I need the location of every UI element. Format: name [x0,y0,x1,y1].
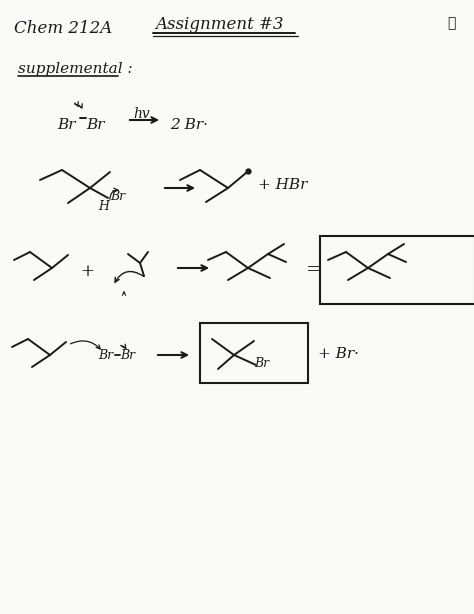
Text: + HBr: + HBr [258,178,307,192]
Text: supplemental :: supplemental : [18,62,133,76]
Text: =: = [306,261,322,279]
Text: hv: hv [133,107,150,121]
Text: Assignment #3: Assignment #3 [155,16,283,33]
Text: Br: Br [57,118,75,132]
Bar [320,236,474,304]
Text: Br: Br [98,349,113,362]
Text: + Br·: + Br· [318,347,359,361]
Bar [200,323,308,383]
Text: H: H [98,200,109,213]
Text: Br: Br [120,349,135,362]
Text: +: + [80,263,94,280]
Text: 2 Br·: 2 Br· [170,118,208,132]
Text: ①: ① [447,16,456,30]
Text: Br: Br [110,190,125,203]
Text: Chem 212A: Chem 212A [14,20,112,37]
Text: Br: Br [86,118,104,132]
Text: Br: Br [254,357,269,370]
